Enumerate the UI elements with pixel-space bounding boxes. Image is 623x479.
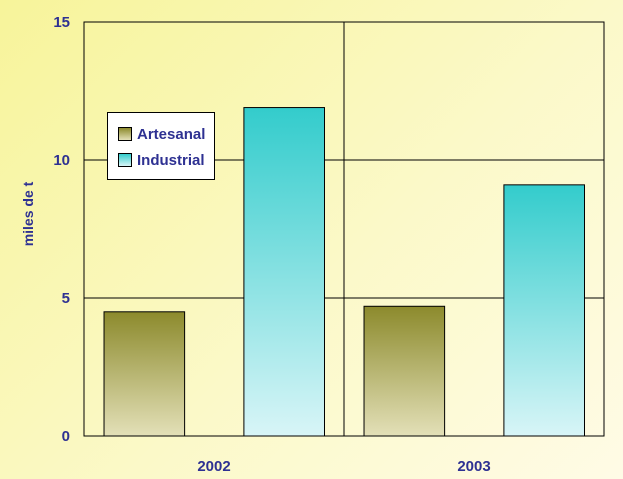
y-tick-label: 5 [62, 290, 70, 307]
bar-industrial-2002 [243, 107, 325, 437]
bar-industrial-2003 [503, 184, 585, 437]
legend-item-industrial: Industrial [118, 147, 214, 173]
x-axis-ticks: 2002 2003 [197, 458, 490, 475]
legend-label-industrial: Industrial [137, 151, 205, 169]
bar-artesanal-2002 [103, 311, 186, 437]
x-tick-label: 2003 [457, 458, 490, 475]
y-tick-label: 0 [62, 428, 70, 445]
y-tick-label: 10 [53, 152, 70, 169]
legend-label-artesanal: Artesanal [137, 125, 206, 143]
y-axis-ticks: 0 5 10 15 [53, 14, 70, 445]
bar-artesanal-2003 [363, 305, 446, 437]
legend-item-artesanal: Artesanal [118, 121, 214, 147]
legend-swatch-industrial [118, 153, 132, 167]
legend: Artesanal Industrial [107, 112, 215, 180]
legend-swatch-artesanal [118, 127, 132, 141]
y-axis-label: miles de t [20, 181, 36, 246]
bars [103, 107, 585, 437]
y-tick-label: 15 [53, 14, 70, 31]
x-tick-label: 2002 [197, 458, 230, 475]
